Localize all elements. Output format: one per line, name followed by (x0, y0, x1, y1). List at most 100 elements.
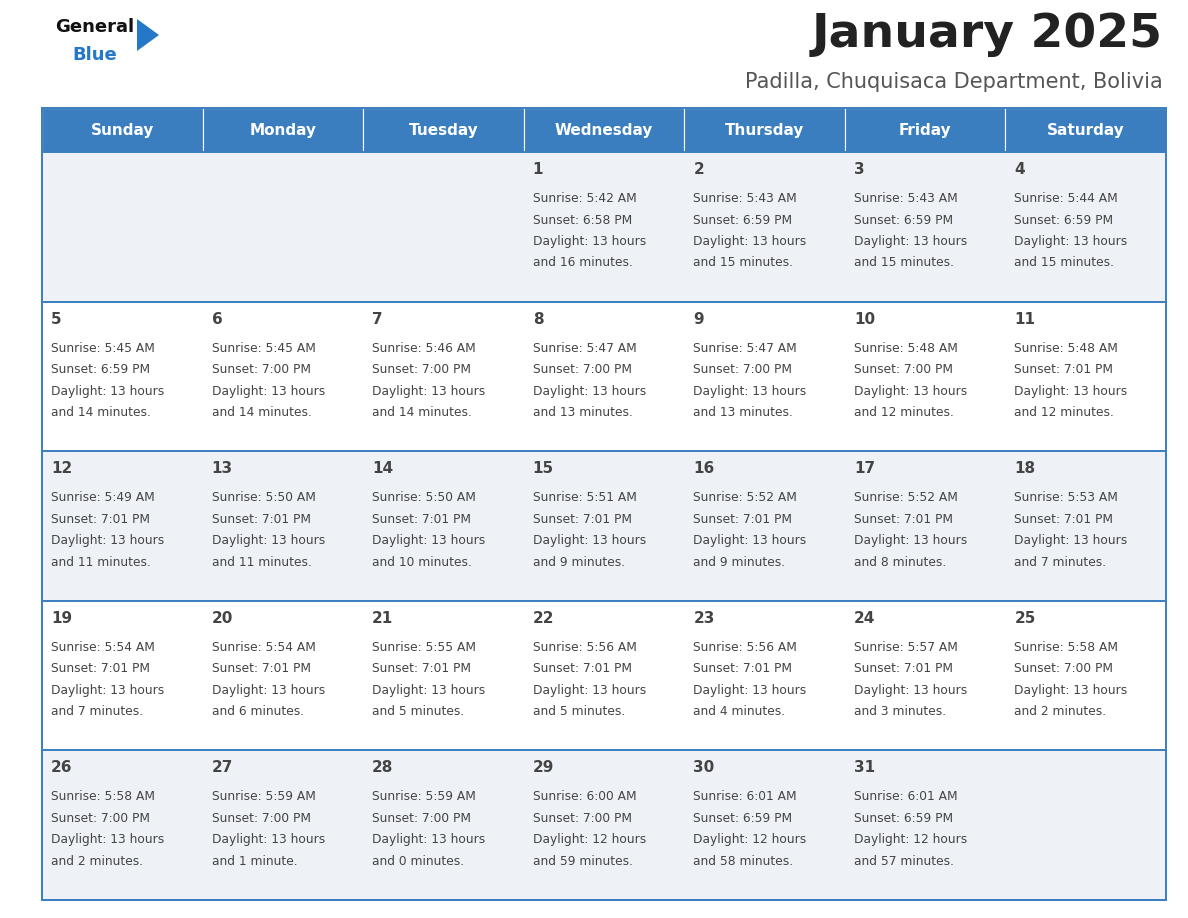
Text: Sunrise: 5:45 AM: Sunrise: 5:45 AM (51, 341, 154, 354)
Text: Sunset: 7:01 PM: Sunset: 7:01 PM (854, 512, 953, 526)
FancyBboxPatch shape (684, 108, 845, 152)
Text: Daylight: 13 hours: Daylight: 13 hours (694, 534, 807, 547)
Text: Friday: Friday (899, 122, 952, 138)
FancyBboxPatch shape (524, 750, 684, 900)
Text: Sunrise: 5:54 AM: Sunrise: 5:54 AM (51, 641, 154, 654)
Text: Daylight: 13 hours: Daylight: 13 hours (1015, 385, 1127, 397)
Text: and 7 minutes.: and 7 minutes. (1015, 555, 1106, 568)
Text: Sunrise: 5:44 AM: Sunrise: 5:44 AM (1015, 192, 1118, 205)
Text: Sunset: 6:59 PM: Sunset: 6:59 PM (694, 214, 792, 227)
Text: Sunset: 7:00 PM: Sunset: 7:00 PM (51, 812, 150, 825)
Text: Sunrise: 5:53 AM: Sunrise: 5:53 AM (1015, 491, 1118, 504)
Text: Sunset: 7:00 PM: Sunset: 7:00 PM (211, 364, 310, 376)
Text: Sunrise: 5:52 AM: Sunrise: 5:52 AM (694, 491, 797, 504)
Text: Daylight: 13 hours: Daylight: 13 hours (1015, 684, 1127, 697)
Text: Daylight: 13 hours: Daylight: 13 hours (211, 385, 324, 397)
Text: Sunrise: 6:01 AM: Sunrise: 6:01 AM (854, 790, 958, 803)
FancyBboxPatch shape (845, 750, 1005, 900)
Text: Sunset: 7:00 PM: Sunset: 7:00 PM (1015, 662, 1113, 676)
Text: and 6 minutes.: and 6 minutes. (211, 705, 304, 718)
Text: Sunrise: 5:49 AM: Sunrise: 5:49 AM (51, 491, 154, 504)
Text: Sunrise: 5:51 AM: Sunrise: 5:51 AM (532, 491, 637, 504)
Text: and 12 minutes.: and 12 minutes. (1015, 406, 1114, 420)
Text: 22: 22 (532, 610, 555, 626)
Text: and 10 minutes.: and 10 minutes. (372, 555, 472, 568)
Text: Saturday: Saturday (1047, 122, 1125, 138)
Text: Sunset: 7:00 PM: Sunset: 7:00 PM (532, 812, 632, 825)
FancyBboxPatch shape (203, 750, 364, 900)
Text: Blue: Blue (72, 46, 116, 64)
Text: Sunrise: 5:43 AM: Sunrise: 5:43 AM (854, 192, 958, 205)
Text: Sunset: 7:01 PM: Sunset: 7:01 PM (532, 662, 632, 676)
Text: and 15 minutes.: and 15 minutes. (1015, 256, 1114, 270)
Text: Sunset: 7:01 PM: Sunset: 7:01 PM (51, 662, 150, 676)
Text: Sunset: 6:59 PM: Sunset: 6:59 PM (854, 812, 953, 825)
FancyBboxPatch shape (364, 302, 524, 452)
Text: Sunrise: 5:50 AM: Sunrise: 5:50 AM (372, 491, 476, 504)
Text: Sunrise: 5:57 AM: Sunrise: 5:57 AM (854, 641, 958, 654)
Text: Sunrise: 5:46 AM: Sunrise: 5:46 AM (372, 341, 476, 354)
Text: 16: 16 (694, 461, 714, 476)
Text: Sunset: 6:59 PM: Sunset: 6:59 PM (854, 214, 953, 227)
FancyBboxPatch shape (203, 600, 364, 750)
Text: and 59 minutes.: and 59 minutes. (532, 855, 633, 868)
Text: and 9 minutes.: and 9 minutes. (694, 555, 785, 568)
Text: 31: 31 (854, 760, 876, 776)
Text: Sunset: 7:01 PM: Sunset: 7:01 PM (694, 512, 792, 526)
Text: 5: 5 (51, 311, 62, 327)
Text: Sunset: 6:58 PM: Sunset: 6:58 PM (532, 214, 632, 227)
Text: 28: 28 (372, 760, 393, 776)
Text: Sunset: 6:59 PM: Sunset: 6:59 PM (1015, 214, 1113, 227)
Text: 8: 8 (532, 311, 543, 327)
FancyBboxPatch shape (364, 452, 524, 600)
Text: Daylight: 13 hours: Daylight: 13 hours (532, 684, 646, 697)
Text: 19: 19 (51, 610, 72, 626)
Text: 6: 6 (211, 311, 222, 327)
Text: 25: 25 (1015, 610, 1036, 626)
Text: 30: 30 (694, 760, 714, 776)
Polygon shape (137, 19, 159, 51)
Text: 18: 18 (1015, 461, 1036, 476)
Text: 15: 15 (532, 461, 554, 476)
Text: Sunset: 7:00 PM: Sunset: 7:00 PM (532, 364, 632, 376)
Text: Daylight: 13 hours: Daylight: 13 hours (1015, 534, 1127, 547)
FancyBboxPatch shape (524, 302, 684, 452)
FancyBboxPatch shape (203, 108, 364, 152)
FancyBboxPatch shape (364, 108, 524, 152)
Text: Sunrise: 5:54 AM: Sunrise: 5:54 AM (211, 641, 316, 654)
Text: and 14 minutes.: and 14 minutes. (51, 406, 151, 420)
Text: and 13 minutes.: and 13 minutes. (532, 406, 632, 420)
Text: Daylight: 13 hours: Daylight: 13 hours (51, 834, 164, 846)
Text: Sunday: Sunday (90, 122, 154, 138)
Text: 24: 24 (854, 610, 876, 626)
FancyBboxPatch shape (364, 600, 524, 750)
FancyBboxPatch shape (845, 108, 1005, 152)
FancyBboxPatch shape (203, 152, 364, 302)
FancyBboxPatch shape (684, 452, 845, 600)
Text: 14: 14 (372, 461, 393, 476)
Text: Daylight: 13 hours: Daylight: 13 hours (532, 534, 646, 547)
Text: Sunrise: 5:55 AM: Sunrise: 5:55 AM (372, 641, 476, 654)
FancyBboxPatch shape (42, 302, 203, 452)
Text: and 9 minutes.: and 9 minutes. (532, 555, 625, 568)
Text: Daylight: 12 hours: Daylight: 12 hours (532, 834, 646, 846)
Text: Sunset: 7:00 PM: Sunset: 7:00 PM (211, 812, 310, 825)
Text: 17: 17 (854, 461, 876, 476)
FancyBboxPatch shape (1005, 302, 1165, 452)
Text: Sunset: 7:00 PM: Sunset: 7:00 PM (372, 364, 472, 376)
FancyBboxPatch shape (524, 452, 684, 600)
Text: 21: 21 (372, 610, 393, 626)
Text: and 13 minutes.: and 13 minutes. (694, 406, 794, 420)
Text: 13: 13 (211, 461, 233, 476)
Text: 12: 12 (51, 461, 72, 476)
Text: Daylight: 13 hours: Daylight: 13 hours (372, 534, 486, 547)
FancyBboxPatch shape (684, 600, 845, 750)
Text: and 5 minutes.: and 5 minutes. (532, 705, 625, 718)
Text: Sunrise: 5:48 AM: Sunrise: 5:48 AM (854, 341, 958, 354)
Text: and 5 minutes.: and 5 minutes. (372, 705, 465, 718)
Text: Daylight: 13 hours: Daylight: 13 hours (211, 834, 324, 846)
FancyBboxPatch shape (1005, 600, 1165, 750)
Text: Daylight: 13 hours: Daylight: 13 hours (532, 385, 646, 397)
Text: Sunrise: 5:52 AM: Sunrise: 5:52 AM (854, 491, 958, 504)
Text: Sunset: 7:00 PM: Sunset: 7:00 PM (372, 812, 472, 825)
